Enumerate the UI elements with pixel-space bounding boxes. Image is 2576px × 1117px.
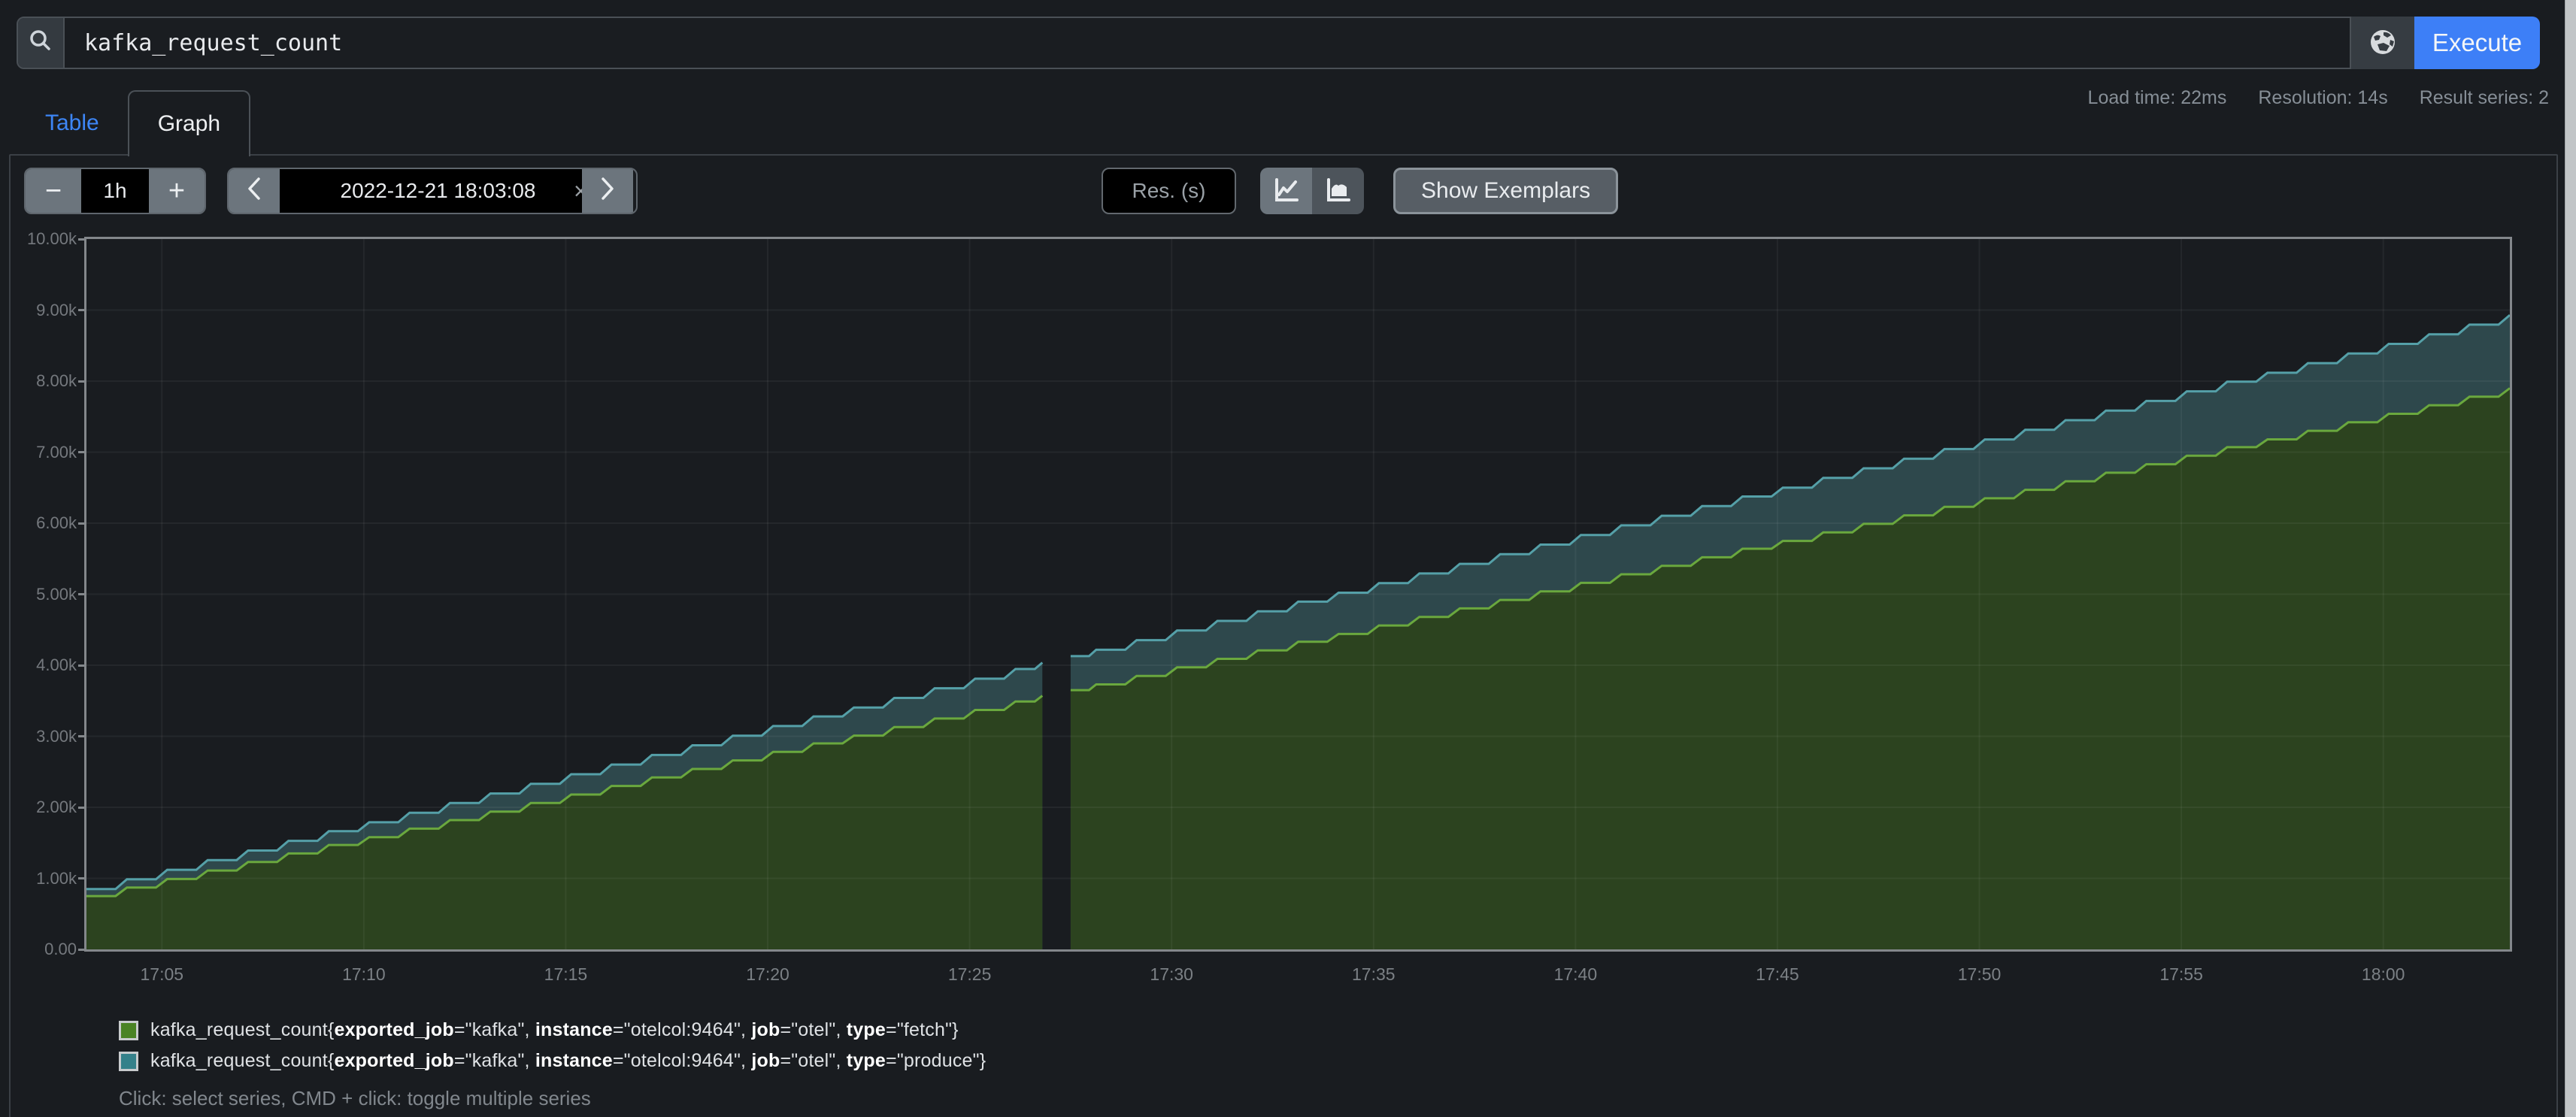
legend-swatch: [119, 1020, 138, 1040]
resolution-input[interactable]: [1102, 168, 1236, 214]
x-tick-label: 17:30: [1150, 964, 1193, 984]
legend: kafka_request_count{exported_job="kafka"…: [119, 1019, 986, 1081]
stacked-chart-icon: [1325, 177, 1352, 206]
graph-canvas[interactable]: [86, 239, 2510, 949]
tab-graph[interactable]: Graph: [127, 90, 251, 156]
datetime-input[interactable]: [280, 179, 574, 203]
x-tick-label: 17:25: [947, 964, 992, 984]
x-tick-label: 17:15: [544, 964, 588, 984]
query-input-group: [17, 17, 2351, 69]
y-tick-label: 4.00k: [36, 655, 77, 674]
expression-input[interactable]: [65, 18, 2350, 68]
line-chart-icon: [1273, 177, 1300, 206]
range-input[interactable]: [81, 169, 149, 213]
line-chart-button[interactable]: [1260, 168, 1312, 214]
chart-frame: [84, 237, 2512, 952]
x-tick-label: 17:20: [746, 964, 789, 984]
graph-panel: [9, 154, 2558, 1117]
y-tick-label: 10.00k: [26, 229, 77, 248]
chart-type-toggle: [1260, 168, 1364, 214]
query-bar: Execute: [17, 17, 2540, 69]
range-increment-button[interactable]: +: [149, 169, 205, 213]
y-tick-mark: [78, 735, 85, 737]
x-tick-label: 17:45: [1756, 964, 1799, 984]
y-tick-mark: [78, 309, 85, 311]
range-stepper: − +: [24, 168, 206, 214]
y-tick-mark: [78, 238, 85, 241]
x-tick-label: 17:05: [140, 964, 184, 984]
resolution: Resolution: 14s: [2258, 87, 2388, 108]
y-tick-label: 9.00k: [36, 300, 77, 319]
y-tick-mark: [78, 806, 85, 809]
y-tick-mark: [78, 664, 85, 667]
y-tick-label: 7.00k: [36, 442, 77, 462]
stacked-chart-button[interactable]: [1312, 168, 1364, 214]
search-icon: [26, 27, 55, 59]
query-stats: Load time: 22ms Resolution: 14s Result s…: [2088, 87, 2549, 109]
y-tick-label: 8.00k: [36, 371, 77, 390]
chevron-right-icon: [599, 176, 616, 207]
y-tick-label: 0.00: [44, 940, 77, 958]
y-tick-mark: [78, 380, 85, 383]
x-tick-label: 17:40: [1553, 964, 1598, 984]
x-tick-label: 18:00: [2361, 964, 2405, 984]
range-decrement-button[interactable]: −: [26, 169, 81, 213]
y-tick-mark: [78, 451, 85, 453]
legend-item[interactable]: kafka_request_count{exported_job="kafka"…: [119, 1050, 986, 1072]
y-tick-label: 5.00k: [36, 584, 77, 604]
y-tick-mark: [78, 593, 85, 595]
y-tick-label: 3.00k: [36, 726, 77, 746]
y-tick-mark: [78, 522, 85, 525]
search-icon-box: [18, 18, 65, 68]
y-tick-label: 6.00k: [36, 513, 77, 532]
tab-table[interactable]: Table: [45, 110, 99, 135]
legend-swatch: [119, 1051, 138, 1071]
show-exemplars-button[interactable]: Show Exemplars: [1393, 168, 1619, 214]
time-forward-button[interactable]: [582, 169, 633, 213]
legend-series-label: kafka_request_count{exported_job="kafka"…: [150, 1019, 959, 1040]
load-time: Load time: 22ms: [2087, 87, 2227, 108]
x-tick-label: 17:10: [342, 964, 386, 984]
time-picker: ×: [227, 168, 638, 214]
execute-button[interactable]: Execute: [2414, 17, 2540, 69]
time-back-button[interactable]: [229, 169, 280, 213]
local-time-button[interactable]: [2351, 17, 2414, 69]
y-tick-mark: [78, 877, 85, 879]
scrollbar[interactable]: [2565, 0, 2576, 1117]
chevron-left-icon: [246, 176, 262, 207]
y-tick-mark: [78, 948, 85, 951]
x-tick-label: 17:55: [2159, 964, 2203, 984]
globe-icon: [2367, 26, 2399, 60]
view-tabs: Table Graph: [17, 90, 251, 156]
legend-series-label: kafka_request_count{exported_job="kafka"…: [150, 1050, 986, 1071]
x-tick-label: 17:50: [1957, 964, 2002, 984]
datetime-box: ×: [280, 169, 588, 213]
result-series: Result series: 2: [2419, 87, 2549, 108]
graph-controls: − + ×: [24, 168, 1619, 214]
y-tick-label: 2.00k: [36, 798, 77, 816]
y-tick-label: 1.00k: [36, 868, 77, 888]
legend-hint: Click: select series, CMD + click: toggl…: [119, 1087, 591, 1109]
x-tick-label: 17:35: [1351, 964, 1396, 984]
legend-item[interactable]: kafka_request_count{exported_job="kafka"…: [119, 1019, 986, 1041]
